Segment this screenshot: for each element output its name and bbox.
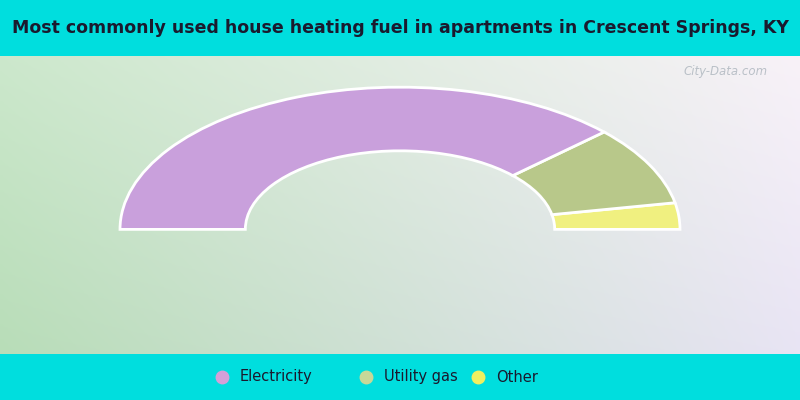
Text: Most commonly used house heating fuel in apartments in Crescent Springs, KY: Most commonly used house heating fuel in… <box>11 19 789 37</box>
Text: City-Data.com: City-Data.com <box>684 65 768 78</box>
Text: Electricity: Electricity <box>240 370 313 384</box>
Text: Utility gas: Utility gas <box>384 370 458 384</box>
Wedge shape <box>120 87 604 229</box>
Text: Other: Other <box>496 370 538 384</box>
Wedge shape <box>552 203 680 229</box>
Wedge shape <box>513 132 675 215</box>
